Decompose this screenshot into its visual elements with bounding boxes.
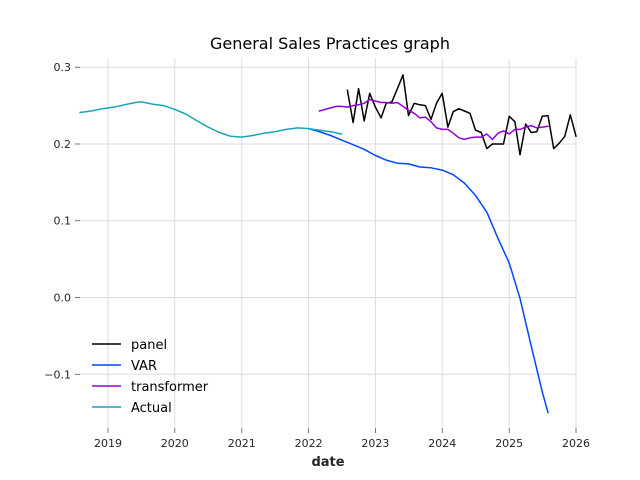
y-tick-label: 0.3 [54,61,72,74]
chart-title: General Sales Practices graph [210,34,450,53]
x-tick-label: 2023 [361,437,389,450]
x-tick-label: 2024 [428,437,456,450]
series-lines [79,74,577,414]
series-line-transformer [318,98,549,141]
grid [80,58,577,428]
series-line-panel [346,74,577,156]
x-tick-label: 2026 [562,437,590,450]
legend-label-transformer: transformer [131,380,209,395]
x-tick-label: 2020 [161,437,189,450]
y-tick-label: 0.2 [54,138,72,151]
x-tick-label: 2021 [228,437,256,450]
x-tick-label: 2022 [295,437,323,450]
legend-label-actual: Actual [131,401,172,416]
legend: panel VAR transformer Actual [92,338,209,416]
series-line-var [307,127,549,414]
x-tick-label: 2019 [94,437,122,450]
y-tick-label: 0.0 [54,292,72,305]
series-line-actual [79,101,343,138]
y-tick-label: −0.1 [44,368,71,381]
x-axis-label: date [311,455,344,470]
y-axis-ticks: −0.1 0.0 0.1 0.2 0.3 [44,61,80,381]
y-tick-label: 0.1 [54,215,72,228]
x-tick-label: 2025 [495,437,523,450]
legend-label-panel: panel [131,338,167,353]
legend-label-var: VAR [131,359,157,374]
x-axis-ticks: 2019 2020 2021 2022 2023 2024 2025 2026 [94,428,590,450]
